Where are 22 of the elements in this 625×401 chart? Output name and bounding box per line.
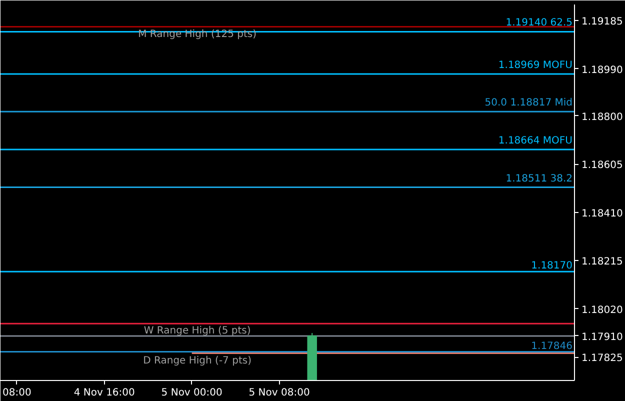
ref-line-label: 1.18969 MOFU (498, 60, 573, 72)
y-tick-label: 1.17825 (582, 353, 623, 364)
ref-line-label: 1.19140 62.5 (506, 18, 572, 29)
y-tick-label: 1.18215 (582, 256, 623, 268)
y-tick-label: 1.17910 (582, 332, 623, 343)
y-tick-label: 1.18990 (582, 64, 623, 76)
x-tick-label: 08:00 (2, 388, 32, 398)
y-tick-label: 1.18020 (582, 304, 623, 316)
ref-line-label: 1.18664 MOFU (498, 135, 573, 146)
ref-line-label: 1.18170 (531, 260, 573, 272)
annotation: W Range High (5 pts) (144, 326, 251, 337)
ref-line-label: 50.0 1.18817 Mid (484, 98, 573, 109)
y-tick-label: 1.18605 (582, 160, 623, 172)
y-tick-label: 1.18800 (582, 112, 623, 123)
annotation: D Range High (-7 pts) (143, 355, 252, 366)
ref-line-label: 1.17846 (531, 340, 573, 352)
y-tick-label: 1.18410 (582, 208, 623, 220)
x-tick-label: 4 Nov 16:00 (74, 388, 135, 398)
x-tick-label: 5 Nov 08:00 (248, 388, 310, 398)
ref-line-label: 1.18511 38.2 (506, 173, 572, 184)
y-tick-label: 1.19185 (582, 16, 623, 28)
x-tick-label: 5 Nov 00:00 (161, 388, 222, 398)
